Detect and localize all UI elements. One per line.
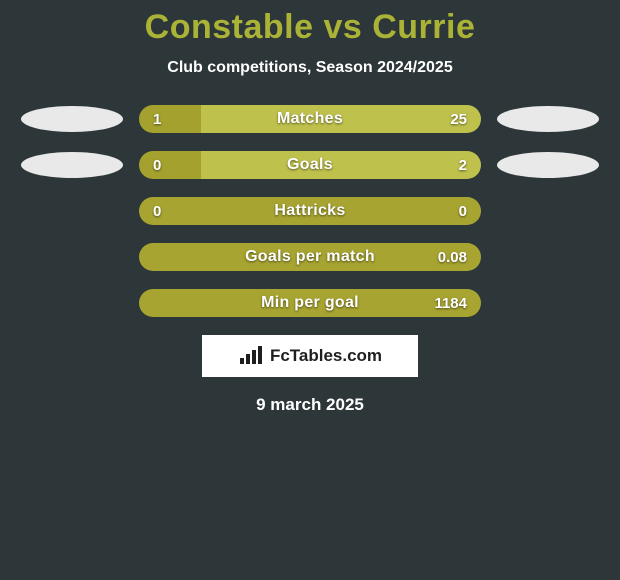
bar-hattricks: 0 Hattricks 0: [139, 197, 481, 225]
subtitle: Club competitions, Season 2024/2025: [0, 59, 620, 77]
page-title: Constable vs Currie: [0, 8, 620, 47]
spacer-left: [21, 198, 123, 224]
spacer-right: [497, 244, 599, 270]
row-matches: 1 Matches 25: [0, 105, 620, 133]
bar-fill-left: [139, 197, 481, 225]
spacer-left: [21, 290, 123, 316]
team-left-oval: [21, 106, 123, 132]
bar-fill-left: [139, 105, 201, 133]
attribution-box: FcTables.com: [202, 335, 418, 377]
spacer-right: [497, 290, 599, 316]
row-goals-per-match: Goals per match 0.08: [0, 243, 620, 271]
bar-fill-left: [139, 151, 201, 179]
team-right-oval: [497, 106, 599, 132]
bar-fill-right: [201, 105, 481, 133]
row-min-per-goal: Min per goal 1184: [0, 289, 620, 317]
bar-goals-per-match: Goals per match 0.08: [139, 243, 481, 271]
team-right-oval: [497, 152, 599, 178]
row-goals: 0 Goals 2: [0, 151, 620, 179]
bar-min-per-goal: Min per goal 1184: [139, 289, 481, 317]
date-label: 9 march 2025: [0, 395, 620, 415]
bar-fill-left: [139, 289, 481, 317]
attribution-text: FcTables.com: [270, 346, 382, 366]
spacer-left: [21, 244, 123, 270]
comparison-rows: 1 Matches 25 0 Goals 2 0 Hattricks: [0, 105, 620, 317]
bar-matches: 1 Matches 25: [139, 105, 481, 133]
row-hattricks: 0 Hattricks 0: [0, 197, 620, 225]
spacer-right: [497, 198, 599, 224]
bar-goals: 0 Goals 2: [139, 151, 481, 179]
bars-icon: [238, 346, 264, 366]
bar-fill-left: [139, 243, 481, 271]
bar-fill-right: [201, 151, 481, 179]
team-left-oval: [21, 152, 123, 178]
